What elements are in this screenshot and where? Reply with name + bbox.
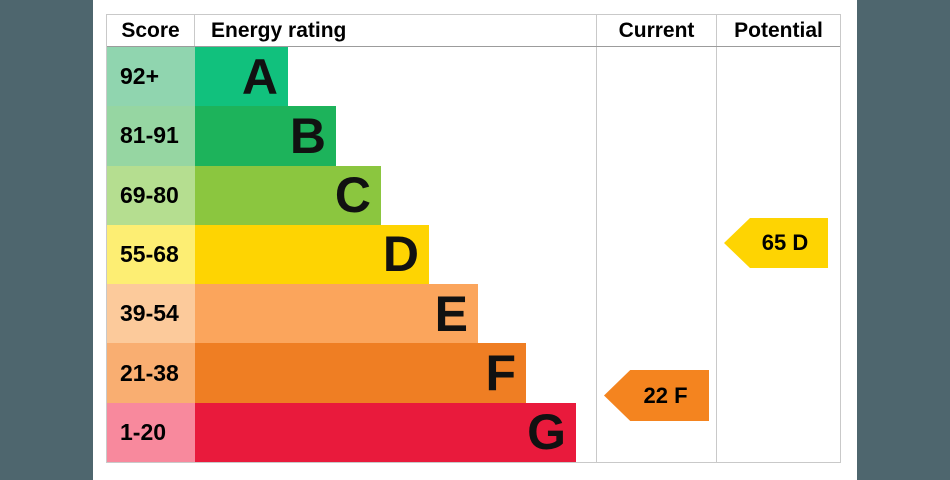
rating-bands-body: 92+ A 81-91 B 69-80 C 55-68 D 39-54 (107, 47, 840, 462)
score-range-cell: 1-20 (107, 402, 195, 462)
current-column-divider (596, 47, 597, 462)
header-potential: Potential (716, 15, 840, 46)
score-range-label: 1-20 (120, 418, 167, 445)
right-background-band (857, 0, 950, 480)
rating-band-row: 69-80 C (107, 165, 840, 225)
chart-panel: Score Energy rating Current Potential 92… (93, 0, 857, 480)
rating-letter: G (527, 404, 566, 461)
rating-letter: C (334, 167, 371, 224)
rating-letter: D (382, 226, 419, 283)
rating-bar: F (195, 343, 526, 403)
score-range-label: 92+ (120, 63, 160, 90)
score-range-cell: 55-68 (107, 224, 195, 285)
current-rating-label: 22 F (643, 382, 688, 408)
header-energy-rating: Energy rating (211, 18, 347, 42)
header-current: Current (596, 15, 716, 46)
rating-band-row: 39-54 E (107, 284, 840, 344)
score-range-label: 55-68 (120, 240, 179, 267)
potential-rating-label: 65 D (761, 230, 809, 255)
left-background-band (0, 0, 93, 480)
rating-band-row: 92+ A (107, 47, 840, 107)
rating-band-row: 1-20 G (107, 402, 840, 462)
rating-bar: B (195, 106, 336, 166)
score-range-cell: 69-80 (107, 165, 195, 225)
score-range-label: 39-54 (120, 300, 179, 327)
table-header-row: Score Energy rating Current Potential (107, 15, 840, 47)
rating-band-row: 21-38 F (107, 343, 840, 403)
rating-letter: F (485, 345, 516, 402)
rating-band-row: 81-91 B (107, 106, 840, 166)
rating-bar: G (195, 402, 576, 462)
score-range-label: 21-38 (120, 359, 179, 386)
header-score: Score (107, 15, 195, 46)
rating-bar: E (195, 284, 478, 344)
rating-band-row: 55-68 D (107, 224, 840, 285)
score-range-cell: 39-54 (107, 284, 195, 344)
rating-letter: E (434, 285, 468, 342)
score-range-cell: 92+ (107, 47, 195, 107)
potential-column-divider (716, 47, 717, 462)
rating-bar: A (195, 47, 288, 107)
rating-bar: D (195, 224, 429, 285)
score-range-label: 69-80 (120, 181, 179, 208)
score-range-label: 81-91 (120, 122, 179, 149)
epc-table: Score Energy rating Current Potential 92… (106, 14, 841, 463)
score-range-cell: 21-38 (107, 343, 195, 403)
score-range-cell: 81-91 (107, 106, 195, 166)
rating-letter: B (289, 107, 326, 164)
current-rating-arrow: 22 F (604, 370, 709, 421)
rating-letter: A (241, 48, 278, 105)
rating-bar: C (195, 165, 381, 225)
